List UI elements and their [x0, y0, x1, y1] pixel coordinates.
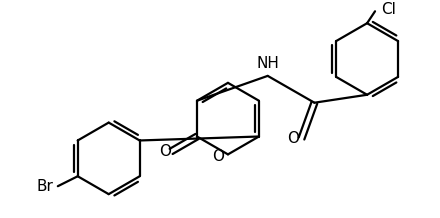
Text: O: O [212, 149, 224, 164]
Text: O: O [159, 144, 171, 159]
Text: NH: NH [256, 56, 279, 71]
Text: Br: Br [37, 179, 54, 194]
Text: O: O [288, 131, 300, 146]
Text: Cl: Cl [381, 2, 396, 17]
